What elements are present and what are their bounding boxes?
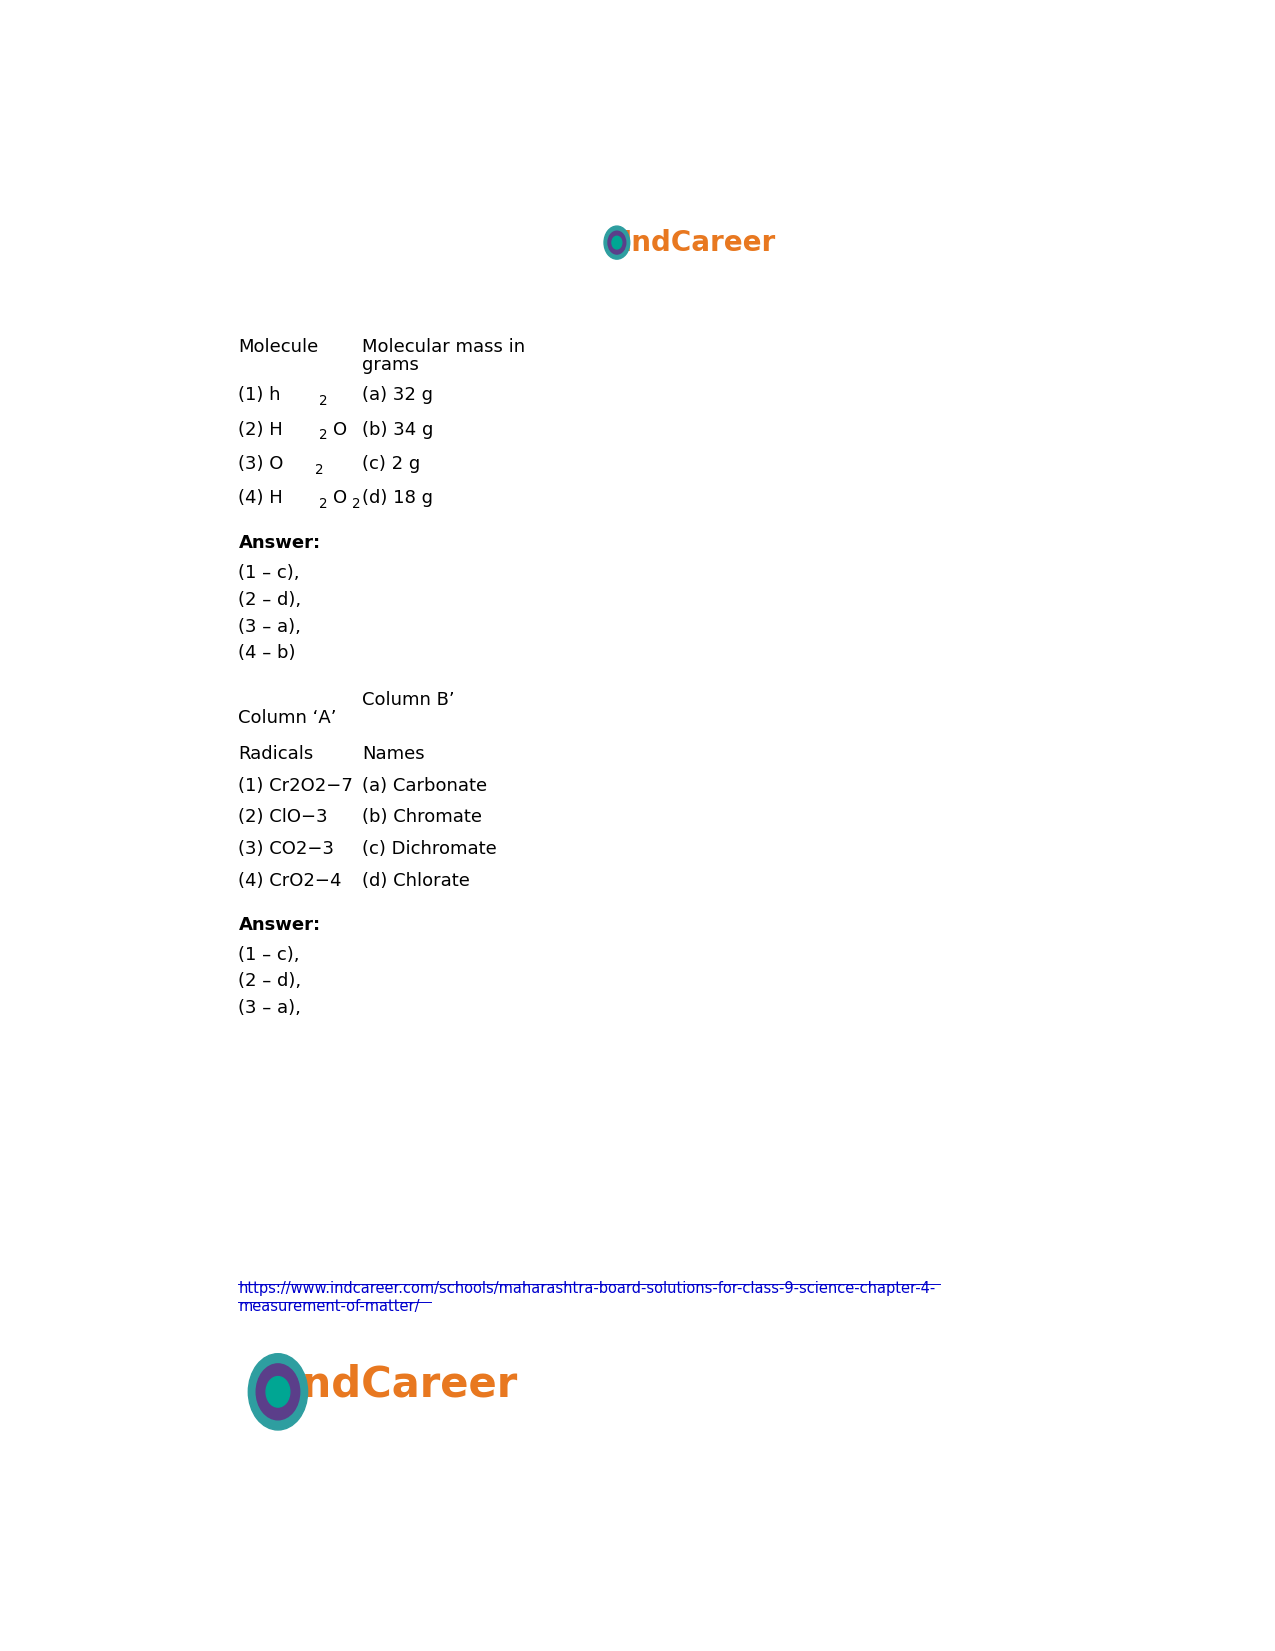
Circle shape xyxy=(249,1354,307,1430)
Text: (b) Chromate: (b) Chromate xyxy=(362,809,482,827)
Text: (c) 2 g: (c) 2 g xyxy=(362,456,421,472)
Text: (1 – c),: (1 – c), xyxy=(238,946,300,964)
Text: 2: 2 xyxy=(315,462,324,477)
Text: (2 – d),: (2 – d), xyxy=(238,591,302,609)
Text: https://www.indcareer.com/schools/maharashtra-board-solutions-for-class-9-scienc: https://www.indcareer.com/schools/mahara… xyxy=(238,1281,936,1296)
Text: IndCareer: IndCareer xyxy=(622,228,776,256)
Circle shape xyxy=(608,231,626,254)
Text: (2 – d),: (2 – d), xyxy=(238,972,302,991)
Text: (d) 18 g: (d) 18 g xyxy=(362,489,434,507)
Text: (4) CrO2−4: (4) CrO2−4 xyxy=(238,872,342,890)
Circle shape xyxy=(604,226,630,259)
Text: (4) H: (4) H xyxy=(238,489,283,507)
Text: IndCareer: IndCareer xyxy=(286,1364,518,1407)
Text: O: O xyxy=(333,489,347,507)
Text: (2) H: (2) H xyxy=(238,421,283,439)
Text: (4 – b): (4 – b) xyxy=(238,644,296,662)
Text: O: O xyxy=(333,421,347,439)
Text: Answer:: Answer: xyxy=(238,533,320,551)
Text: (d) Chlorate: (d) Chlorate xyxy=(362,872,469,890)
Text: (3) O: (3) O xyxy=(238,456,284,472)
Text: 2: 2 xyxy=(320,497,328,510)
Circle shape xyxy=(266,1377,289,1407)
Text: 2: 2 xyxy=(320,428,328,442)
Text: Answer:: Answer: xyxy=(238,916,320,934)
Text: grams: grams xyxy=(362,355,418,373)
Text: Names: Names xyxy=(362,745,425,763)
Text: (3) CO2−3: (3) CO2−3 xyxy=(238,840,334,859)
Text: (3 – a),: (3 – a), xyxy=(238,999,301,1017)
Text: (a) 32 g: (a) 32 g xyxy=(362,386,434,404)
Text: Column ‘A’: Column ‘A’ xyxy=(238,710,337,726)
Circle shape xyxy=(256,1364,300,1420)
Text: 2: 2 xyxy=(352,497,361,510)
Text: (1) Cr2O2−7: (1) Cr2O2−7 xyxy=(238,776,353,794)
Text: 2: 2 xyxy=(320,395,328,408)
Circle shape xyxy=(612,236,622,249)
Text: Molecule: Molecule xyxy=(238,338,319,357)
Text: (1 – c),: (1 – c), xyxy=(238,565,300,583)
Text: (2) ClO−3: (2) ClO−3 xyxy=(238,809,328,827)
Text: (c) Dichromate: (c) Dichromate xyxy=(362,840,497,859)
Text: (a) Carbonate: (a) Carbonate xyxy=(362,776,487,794)
Text: Radicals: Radicals xyxy=(238,745,314,763)
Text: (3 – a),: (3 – a), xyxy=(238,617,301,636)
Text: Column B’: Column B’ xyxy=(362,692,455,710)
Text: (b) 34 g: (b) 34 g xyxy=(362,421,434,439)
Text: Molecular mass in: Molecular mass in xyxy=(362,338,525,357)
Text: measurement-of-matter/: measurement-of-matter/ xyxy=(238,1299,419,1314)
Text: (1) h: (1) h xyxy=(238,386,280,404)
